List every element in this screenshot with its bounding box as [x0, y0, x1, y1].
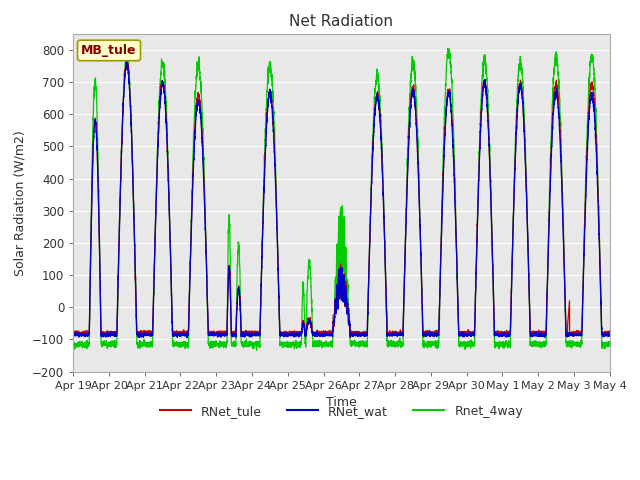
Rnet_4way [432, 345, 440, 351]
RNet_tule [605, 330, 613, 336]
RNet_wat [432, 333, 440, 339]
Rnet_4way [166, 211, 173, 217]
Rnet_4way [321, 341, 329, 347]
Rnet_4way [444, 46, 452, 51]
RNet_tule [492, 330, 500, 336]
RNet_tule [69, 328, 77, 334]
RNet_wat [322, 328, 330, 334]
RNet_tule [346, 335, 354, 341]
RNet_wat [123, 59, 131, 65]
RNet_tule [432, 329, 440, 335]
Rnet_4way [253, 348, 260, 353]
RNet_wat [166, 223, 173, 228]
Rnet_4way [462, 343, 470, 348]
Line: RNet_wat: RNet_wat [73, 62, 610, 338]
RNet_tule [606, 328, 614, 334]
Line: RNet_tule: RNet_tule [73, 62, 610, 338]
Title: Net Radiation: Net Radiation [289, 13, 394, 28]
Text: MB_tule: MB_tule [81, 44, 137, 57]
RNet_wat [492, 332, 500, 338]
RNet_wat [606, 333, 614, 338]
RNet_tule [123, 59, 131, 65]
Rnet_4way [605, 343, 613, 349]
RNet_wat [605, 332, 613, 338]
Rnet_4way [492, 342, 500, 348]
RNet_wat [183, 335, 191, 341]
RNet_tule [321, 328, 329, 334]
Legend: RNet_tule, RNet_wat, Rnet_4way: RNet_tule, RNet_wat, Rnet_4way [155, 400, 528, 423]
Rnet_4way [606, 339, 614, 345]
RNet_wat [69, 331, 77, 337]
X-axis label: Time: Time [326, 396, 356, 409]
RNet_tule [166, 219, 173, 225]
Rnet_4way [69, 343, 77, 348]
RNet_tule [462, 329, 470, 335]
Y-axis label: Solar Radiation (W/m2): Solar Radiation (W/m2) [13, 130, 26, 276]
Line: Rnet_4way: Rnet_4way [73, 48, 610, 350]
RNet_wat [462, 332, 470, 338]
